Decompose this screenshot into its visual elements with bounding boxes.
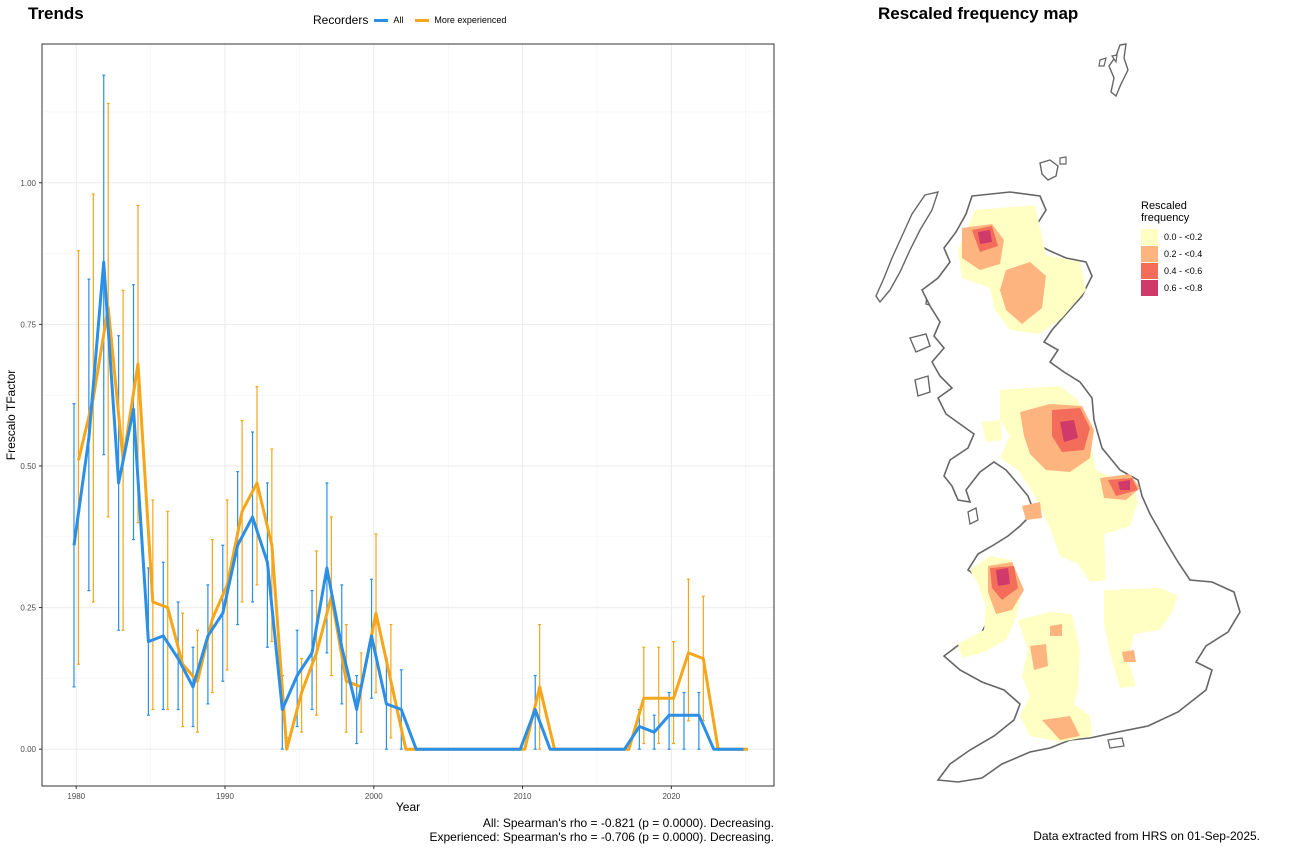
data-extract-note: Data extracted from HRS on 01-Sep-2025.	[1033, 829, 1260, 843]
map-legend-item: 0.4 - <0.6	[1141, 262, 1202, 279]
map-legend-label: 0.0 - <0.2	[1164, 231, 1203, 242]
trend-chart: 0.00 0.25 0.50 0.75 1.00 1980 1990 2000 2010 2020…	[4, 43, 775, 814]
frequency-map	[875, 43, 1241, 783]
y-tick-label: 0.50	[20, 462, 36, 471]
map-legend-swatch	[1141, 262, 1158, 279]
map-isle-of-wight	[1107, 737, 1125, 749]
map-islay	[914, 375, 931, 397]
stats-experienced: Experienced: Spearman's rho = -0.706 (p …	[429, 830, 775, 844]
stats-all: All: Spearman's rho = -0.821 (p = 0.0000…	[482, 816, 774, 830]
trends-title: Trends	[28, 4, 84, 23]
map-legend-swatch	[1141, 279, 1158, 296]
plot-frame	[41, 43, 775, 787]
y-tick-label: 0.00	[20, 745, 36, 754]
map-legend: Rescaled frequency 0.0 - <0.2 0.2 - <0.4…	[1141, 200, 1202, 296]
y-tick-label: 1.00	[20, 179, 36, 188]
map-legend-title-line2: frequency	[1141, 212, 1190, 224]
map-legend-item: 0.6 - <0.8	[1141, 279, 1202, 296]
series-line-all	[72, 260, 744, 751]
map-mull	[909, 333, 931, 353]
y-tick-label: 0.25	[20, 604, 36, 613]
map-cells-top	[978, 230, 1130, 586]
legend-key-all	[374, 18, 389, 22]
map-shetland-islet	[1098, 57, 1107, 67]
map-legend-swatch	[1141, 228, 1158, 245]
x-axis-label: Year	[396, 800, 420, 814]
x-tick-label: 1980	[67, 792, 85, 801]
map-orkney-islet	[1059, 156, 1067, 165]
chart-marks	[72, 74, 748, 751]
map-legend-label: 0.2 - <0.4	[1164, 248, 1203, 259]
y-tick-label: 0.75	[20, 320, 36, 329]
map-hebrides	[875, 191, 940, 304]
map-orkney	[1039, 159, 1059, 181]
legend-key-experienced	[415, 18, 430, 22]
x-tick-label: 2000	[365, 792, 383, 801]
legend-title: Recorders	[313, 13, 369, 27]
map-title: Rescaled frequency map	[878, 4, 1079, 23]
map-shetland	[1108, 43, 1129, 98]
x-tick-label: 2010	[514, 792, 532, 801]
chart-grid	[42, 44, 774, 786]
map-isle-of-man	[967, 507, 979, 525]
y-axis-label: Frescalo TFactor	[4, 370, 18, 460]
map-legend-title-line1: Rescaled	[1141, 200, 1187, 212]
series-line-experienced	[77, 305, 748, 751]
map-legend-item: 0.2 - <0.4	[1141, 245, 1202, 262]
map-legend-item: 0.0 - <0.2	[1141, 228, 1202, 245]
chart-legend: Recorders All More experienced	[313, 12, 512, 28]
map-legend-label: 0.4 - <0.6	[1164, 265, 1203, 276]
x-tick-label: 1990	[216, 792, 234, 801]
chart-axes: 0.00 0.25 0.50 0.75 1.00 1980 1990 2000 2010 2020	[20, 179, 680, 801]
map-legend-swatch	[1141, 245, 1158, 262]
legend-label-experienced: More experienced	[434, 15, 507, 25]
map-legend-label: 0.6 - <0.8	[1164, 282, 1203, 293]
map-shetland-islet	[1111, 54, 1118, 64]
x-tick-label: 2020	[662, 792, 680, 801]
legend-label-all: All	[393, 15, 404, 25]
